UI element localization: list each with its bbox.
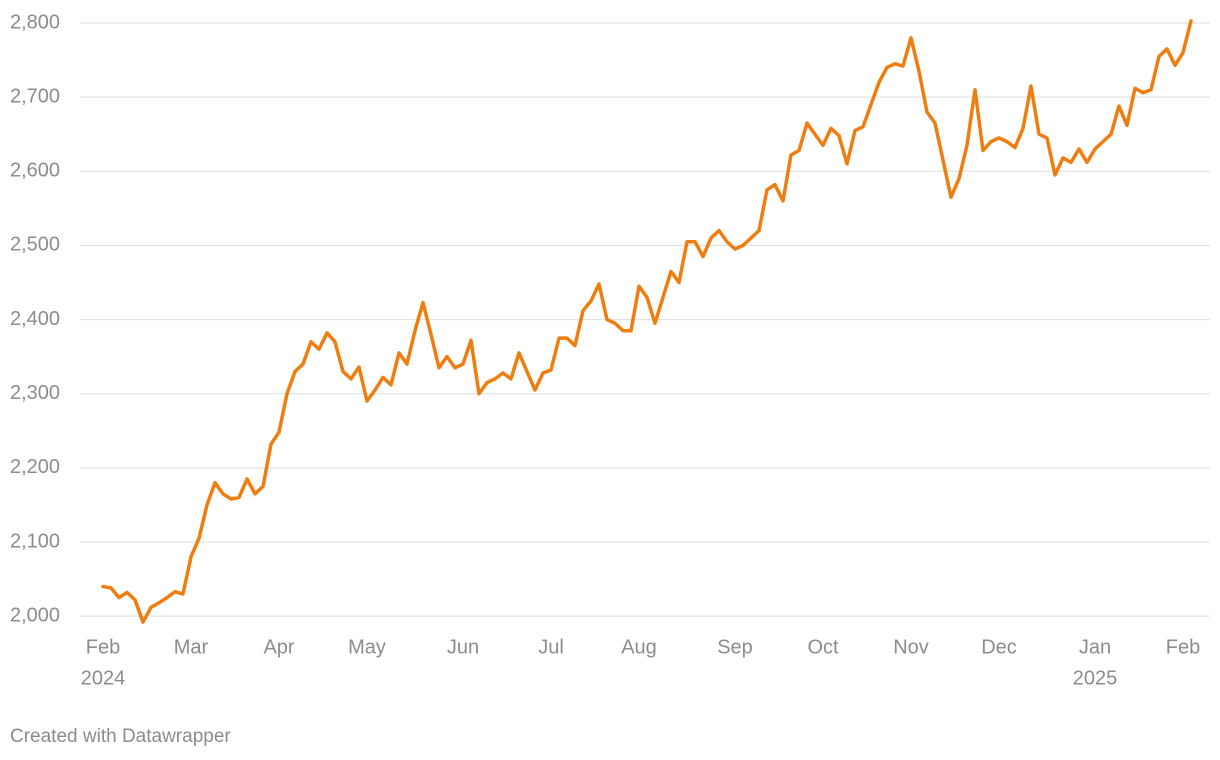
y-tick-label: 2,700 <box>10 85 60 107</box>
x-tick-label: Feb <box>86 636 120 658</box>
y-tick-label: 2,300 <box>10 382 60 404</box>
x-tick-label: Apr <box>263 636 294 658</box>
x-tick-label: Jan <box>1079 636 1111 658</box>
y-tick-label: 2,600 <box>10 160 60 182</box>
x-tick-label: Aug <box>621 636 657 658</box>
y-tick-label: 2,400 <box>10 308 60 330</box>
x-tick-label: May <box>348 636 386 658</box>
x-tick-label: Jun <box>447 636 479 658</box>
x-tick-label: Jul <box>538 636 564 658</box>
x-tick-label: Oct <box>807 636 839 658</box>
x-year-label: 2025 <box>1073 667 1118 689</box>
x-tick-label: Nov <box>893 636 929 658</box>
x-tick-label: Feb <box>1166 636 1200 658</box>
y-tick-label: 2,100 <box>10 530 60 552</box>
footer: Created with Datawrapper <box>10 726 231 747</box>
y-tick-label: 2,200 <box>10 456 60 478</box>
x-tick-label: Sep <box>717 636 753 658</box>
x-tick-label: Dec <box>981 636 1017 658</box>
y-tick-label: 2,500 <box>10 234 60 256</box>
x-tick-label: Mar <box>174 636 209 658</box>
y-tick-label: 2,800 <box>10 11 60 33</box>
line <box>101 19 1193 624</box>
x-year-label: 2024 <box>81 667 126 689</box>
y-tick-label: 2,000 <box>10 604 60 626</box>
